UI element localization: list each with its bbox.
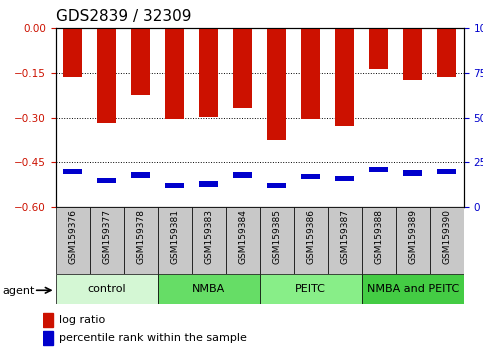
Bar	[233, 172, 252, 178]
Text: NMBA: NMBA	[192, 284, 225, 295]
Text: GSM159389: GSM159389	[408, 209, 417, 264]
Bar	[233, 28, 252, 108]
Bar	[43, 331, 53, 345]
Text: GSM159381: GSM159381	[170, 209, 179, 264]
Text: NMBA and PEITC: NMBA and PEITC	[367, 284, 459, 295]
Bar	[131, 172, 150, 178]
Bar	[396, 207, 430, 274]
Bar	[362, 274, 464, 304]
Bar	[369, 167, 388, 172]
Bar	[226, 207, 260, 274]
Bar	[63, 28, 82, 77]
Bar	[199, 28, 218, 117]
Text: GSM159384: GSM159384	[238, 209, 247, 264]
Bar	[97, 178, 116, 183]
Text: PEITC: PEITC	[295, 284, 326, 295]
Bar	[157, 207, 192, 274]
Bar	[294, 207, 327, 274]
Text: control: control	[87, 284, 126, 295]
Bar	[97, 28, 116, 123]
Text: log ratio: log ratio	[59, 315, 105, 325]
Bar	[43, 313, 53, 327]
Bar	[131, 28, 150, 95]
Bar	[267, 183, 286, 188]
Bar	[362, 207, 396, 274]
Text: GDS2839 / 32309: GDS2839 / 32309	[56, 9, 191, 24]
Bar	[437, 28, 456, 78]
Bar	[157, 274, 260, 304]
Text: GSM159376: GSM159376	[68, 209, 77, 264]
Bar	[327, 207, 362, 274]
Text: GSM159387: GSM159387	[340, 209, 349, 264]
Bar	[301, 28, 320, 119]
Bar	[165, 28, 184, 119]
Bar	[56, 274, 157, 304]
Bar	[335, 28, 354, 126]
Text: GSM159385: GSM159385	[272, 209, 281, 264]
Bar	[369, 28, 388, 69]
Bar	[301, 174, 320, 179]
Text: GSM159386: GSM159386	[306, 209, 315, 264]
Bar	[403, 28, 422, 80]
Bar	[165, 183, 184, 188]
Text: agent: agent	[2, 286, 35, 296]
Text: GSM159377: GSM159377	[102, 209, 111, 264]
Bar	[430, 207, 464, 274]
Text: GSM159378: GSM159378	[136, 209, 145, 264]
Bar	[260, 274, 362, 304]
Bar	[403, 170, 422, 176]
Bar	[192, 207, 226, 274]
Text: GSM159383: GSM159383	[204, 209, 213, 264]
Bar	[63, 169, 82, 174]
Text: GSM159390: GSM159390	[442, 209, 451, 264]
Text: GSM159388: GSM159388	[374, 209, 383, 264]
Bar	[89, 207, 124, 274]
Bar	[267, 28, 286, 140]
Bar	[437, 169, 456, 174]
Bar	[335, 176, 354, 181]
Bar	[260, 207, 294, 274]
Bar	[56, 207, 89, 274]
Text: percentile rank within the sample: percentile rank within the sample	[59, 333, 247, 343]
Bar	[124, 207, 157, 274]
Bar	[199, 181, 218, 187]
